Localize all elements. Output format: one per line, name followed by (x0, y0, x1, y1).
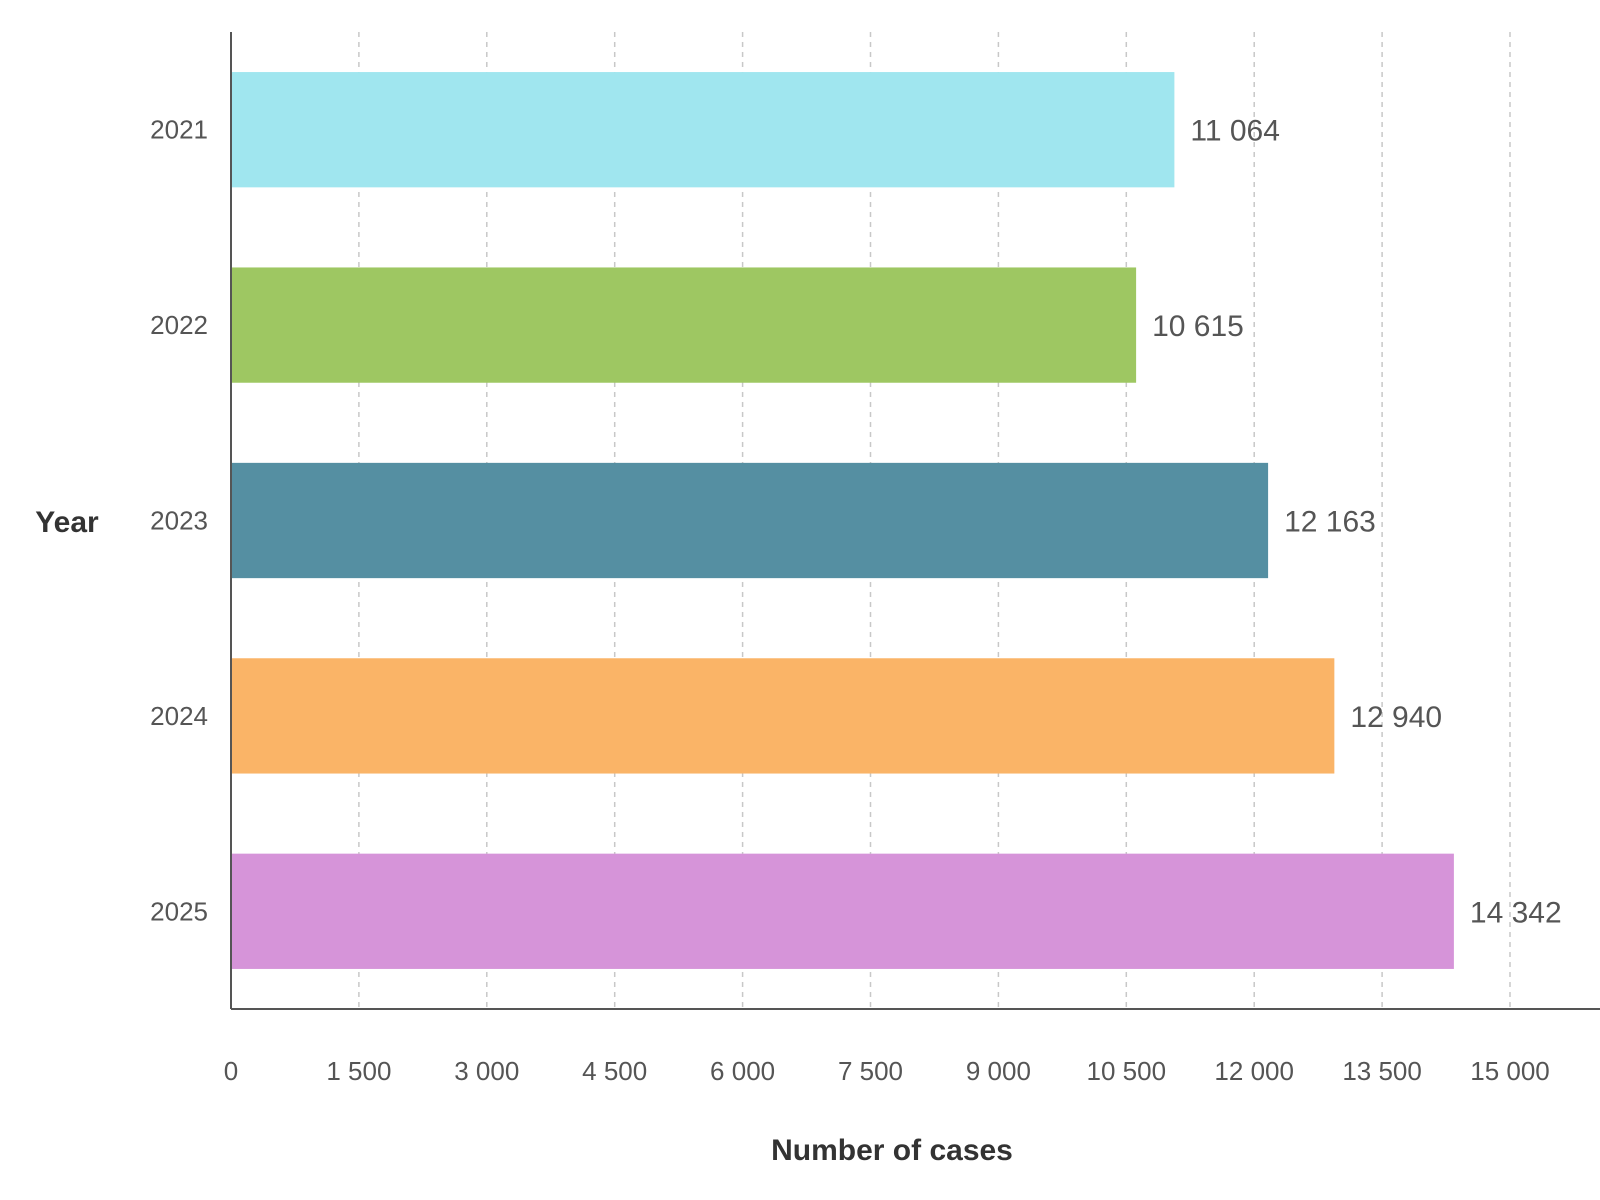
bars (231, 72, 1454, 969)
x-tick-label-1: 1 500 (326, 1056, 391, 1086)
x-tick-label-7: 10 500 (1087, 1056, 1167, 1086)
value-label-2022: 10 615 (1152, 310, 1244, 343)
bar-2021 (231, 72, 1175, 188)
x-tick-label-2: 3 000 (454, 1056, 519, 1086)
value-label-2021: 11 064 (1190, 115, 1280, 148)
value-label-2025: 14 342 (1470, 896, 1562, 929)
x-tick-label-5: 7 500 (838, 1056, 903, 1086)
value-label-2024: 12 940 (1350, 701, 1442, 734)
category-label-2023: 2023 (150, 506, 208, 536)
category-labels: 2021 2022 2023 2024 2025 (150, 115, 208, 927)
bar-2023 (231, 462, 1269, 579)
category-label-2021: 2021 (150, 115, 208, 145)
x-tick-label-9: 13 500 (1342, 1056, 1422, 1086)
gridlines (358, 32, 1511, 1009)
x-tick-labels: 0 1 500 3 000 4 500 6 000 7 500 9 000 10 500 12 … (224, 1056, 1550, 1086)
x-axis-title: Number of cases (771, 1134, 1013, 1167)
x-tick-label-4: 6 000 (710, 1056, 775, 1086)
bar-2024 (231, 658, 1335, 774)
x-tick-label-0: 0 (224, 1056, 238, 1086)
category-label-2025: 2025 (150, 896, 208, 926)
bar-2025 (231, 853, 1454, 969)
x-tick-label-8: 12 000 (1214, 1056, 1294, 1086)
bar-2022 (231, 267, 1137, 383)
y-axis-title: Year (35, 506, 99, 539)
x-tick-label-3: 4 500 (582, 1056, 647, 1086)
x-tick-label-10: 15 000 (1470, 1056, 1550, 1086)
value-label-2023: 12 163 (1284, 506, 1376, 539)
category-label-2022: 2022 (150, 310, 208, 340)
x-tick-label-6: 9 000 (966, 1056, 1031, 1086)
value-labels: 11 064 10 615 12 163 12 940 14 342 (1152, 115, 1562, 930)
category-label-2024: 2024 (150, 701, 208, 731)
